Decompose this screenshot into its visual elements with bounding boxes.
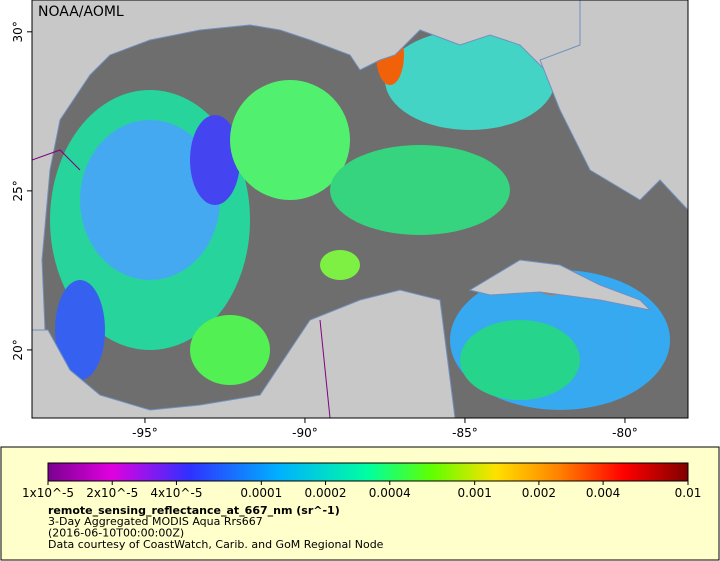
colorbar-tick-label: 0.0001 <box>240 486 282 500</box>
y-tick-label: 25° <box>11 180 25 201</box>
map-frame <box>31 0 689 419</box>
colorbar-tick-label: 0.001 <box>457 486 491 500</box>
border <box>32 149 81 171</box>
colorbar-tick-label: 0.01 <box>675 486 702 500</box>
legend-line: 3-Day Aggregated MODIS Aqua Rrs667 <box>48 515 263 528</box>
colorbar <box>47 462 689 482</box>
legend-line: (2016-06-10T00:00:00Z) <box>48 527 184 540</box>
x-tick-label: -95° <box>132 426 158 440</box>
credit: NOAA/AOML <box>38 4 124 20</box>
land <box>32 0 688 418</box>
colorbar-tick-label: 2x10^-5 <box>86 486 138 500</box>
y-tick-label: 20° <box>11 339 25 360</box>
legend-line: Data courtesy of CoastWatch, Carib. and … <box>48 538 384 551</box>
colorbar-tick-label: 0.0002 <box>305 486 347 500</box>
map <box>32 0 688 418</box>
y-tick-label: 30° <box>11 21 25 42</box>
border <box>319 319 331 418</box>
legend-variable: remote_sensing_reflectance_at_667_nm (sr… <box>48 504 340 517</box>
x-tick-label: -80° <box>612 426 638 440</box>
colorbar-tick-label: 0.0004 <box>369 486 411 500</box>
colorbar-tick-label: 0.004 <box>586 486 620 500</box>
colorbar-tick-label: 0.002 <box>522 486 556 500</box>
x-tick-label: -85° <box>452 426 478 440</box>
x-tick-label: -90° <box>292 426 318 440</box>
colorbar-tick-label: 4x10^-5 <box>150 486 202 500</box>
colorbar-tick-label: 1x10^-5 <box>22 486 74 500</box>
